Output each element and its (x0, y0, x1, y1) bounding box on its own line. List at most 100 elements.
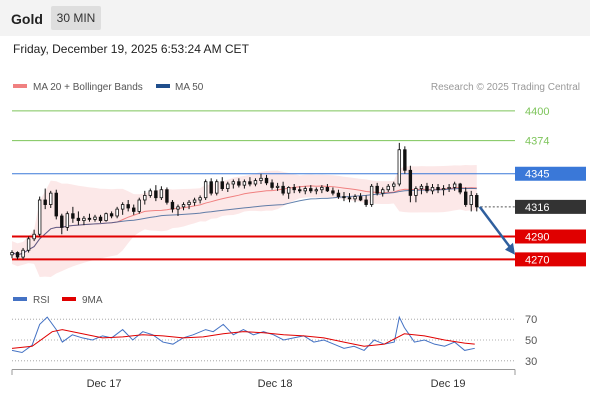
candle-body (203, 181, 208, 199)
candle-body (65, 213, 70, 228)
legend-swatch-rsi (13, 297, 27, 301)
legend-label-9ma: 9MA (82, 295, 103, 306)
candle-body (403, 149, 407, 171)
candle-body (253, 180, 258, 185)
candle-body (76, 217, 81, 221)
candle-body (98, 216, 103, 221)
candle-body (425, 185, 429, 192)
candle-body (237, 181, 241, 186)
candle-body (137, 199, 141, 212)
candle-body (447, 187, 451, 189)
candle-body (325, 187, 330, 192)
candle-body (419, 185, 424, 189)
candle-body (60, 215, 64, 228)
candle-body (475, 195, 479, 208)
x-tick-label: Dec 18 (258, 378, 293, 390)
timeframe-button[interactable]: 30 MIN (51, 6, 101, 30)
candle-body (292, 187, 296, 191)
level-label-4400: 4400 (525, 106, 549, 118)
ma50-line (11, 187, 477, 256)
candle-body (452, 183, 457, 188)
candle-body (358, 196, 363, 201)
candle-body (87, 217, 92, 220)
chart-panel (0, 36, 590, 400)
level-tag-bg-4290 (515, 229, 586, 244)
candle-body (309, 188, 313, 192)
candle-body (226, 183, 230, 189)
candle-body (148, 190, 153, 196)
candle-body (314, 189, 319, 192)
candle-body (37, 199, 42, 235)
level-label-4316: 4316 (525, 202, 549, 214)
candle-body (320, 187, 324, 191)
series-9ma (11, 329, 475, 349)
x-tick-label: Dec 19 (431, 378, 466, 390)
candle-body (165, 189, 169, 203)
candle-body (336, 192, 341, 197)
candle-body (192, 199, 197, 203)
level-label-4374: 4374 (525, 136, 549, 148)
candle-body (187, 201, 191, 205)
candle-body (441, 188, 446, 191)
candle-body (353, 196, 357, 200)
level-label-4270: 4270 (525, 254, 549, 266)
candle-body (143, 195, 147, 201)
candle-body (43, 199, 47, 205)
candle-body (10, 252, 14, 256)
candle-body (436, 187, 440, 191)
candle-body (215, 181, 219, 194)
legend-swatch-9ma (62, 297, 76, 301)
candle-body (386, 185, 390, 191)
candle-body (369, 185, 374, 205)
legend-label-ma50: MA 50 (175, 82, 204, 93)
candle-body (32, 233, 36, 240)
candle-body (414, 188, 418, 196)
candle-body (120, 204, 125, 210)
candle-body (430, 187, 435, 192)
candle-body (248, 181, 252, 185)
forecast-arrow-head (505, 242, 515, 255)
candle-body (270, 182, 274, 188)
candle-body (176, 206, 180, 210)
candle-body (364, 199, 368, 205)
candle-body (154, 190, 158, 199)
candle-body (231, 181, 236, 185)
rsi-tick-50: 50 (525, 335, 537, 347)
candle-body (181, 204, 186, 208)
rsi-tick-30: 30 (525, 356, 537, 368)
level-tag-bg-4270 (515, 252, 586, 267)
x-tick-label: Dec 17 (87, 378, 122, 390)
legend-swatch-bollinger (13, 84, 27, 88)
candle-body (303, 188, 307, 192)
candle-body (198, 197, 202, 201)
candle-body (464, 191, 468, 205)
candle-body (109, 213, 114, 217)
candle-body (375, 185, 379, 194)
candle-body (209, 181, 213, 194)
candle-body (170, 201, 175, 210)
candle-body (54, 192, 58, 217)
candle-body (392, 183, 396, 187)
candle-body (342, 196, 346, 199)
candle-body (286, 187, 291, 194)
candle-body (347, 197, 352, 200)
candle-body (220, 181, 224, 189)
series-rsi (11, 315, 475, 354)
candle-body (408, 169, 413, 196)
credit-text: Research © 2025 Trading Central (431, 82, 580, 93)
candle-body (71, 213, 75, 219)
candle-body (298, 189, 302, 192)
report-datetime: Friday, December 19, 2025 6:53:24 AM CET (13, 42, 249, 56)
candle-body (381, 189, 385, 194)
candle-body (275, 185, 280, 188)
candle-body (159, 189, 164, 199)
candle-body (281, 185, 285, 194)
candle-body (49, 192, 53, 205)
candle-body (21, 249, 25, 258)
candle-body (26, 238, 31, 251)
level-label-4345: 4345 (525, 169, 549, 181)
candle-body (259, 177, 263, 181)
level-tag-bg-4345 (515, 166, 586, 181)
instrument-title: Gold (11, 11, 43, 27)
